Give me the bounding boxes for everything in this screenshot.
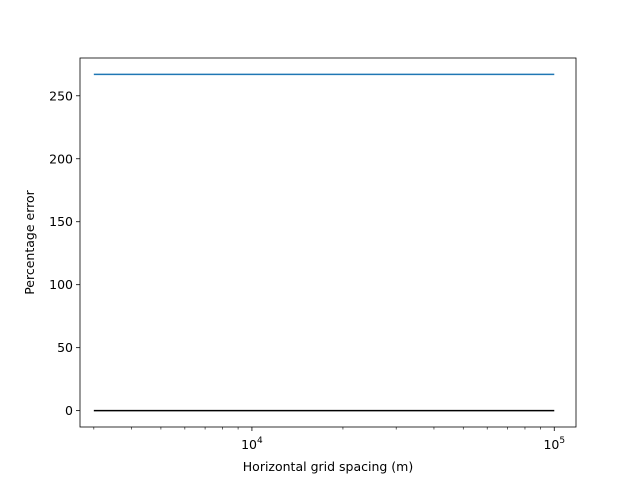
y-axis-label: Percentage error	[22, 189, 37, 294]
y-tick-label: 150	[49, 214, 73, 229]
y-axis-ticks: 0 50 100 150 200 250	[49, 88, 80, 418]
y-tick-label: 50	[57, 340, 73, 355]
x-tick-label: 104	[241, 436, 263, 452]
x-axis-ticks: 104 105	[93, 427, 565, 452]
y-tick-label: 0	[65, 403, 73, 418]
y-tick-label: 200	[49, 151, 73, 166]
y-tick-label: 250	[49, 88, 73, 103]
plot-area-frame	[79, 57, 577, 428]
x-tick-label: 105	[543, 436, 565, 452]
x-axis-label: Horizontal grid spacing (m)	[243, 459, 413, 474]
series-layer	[93, 73, 555, 412]
y-tick-label: 100	[49, 277, 73, 292]
